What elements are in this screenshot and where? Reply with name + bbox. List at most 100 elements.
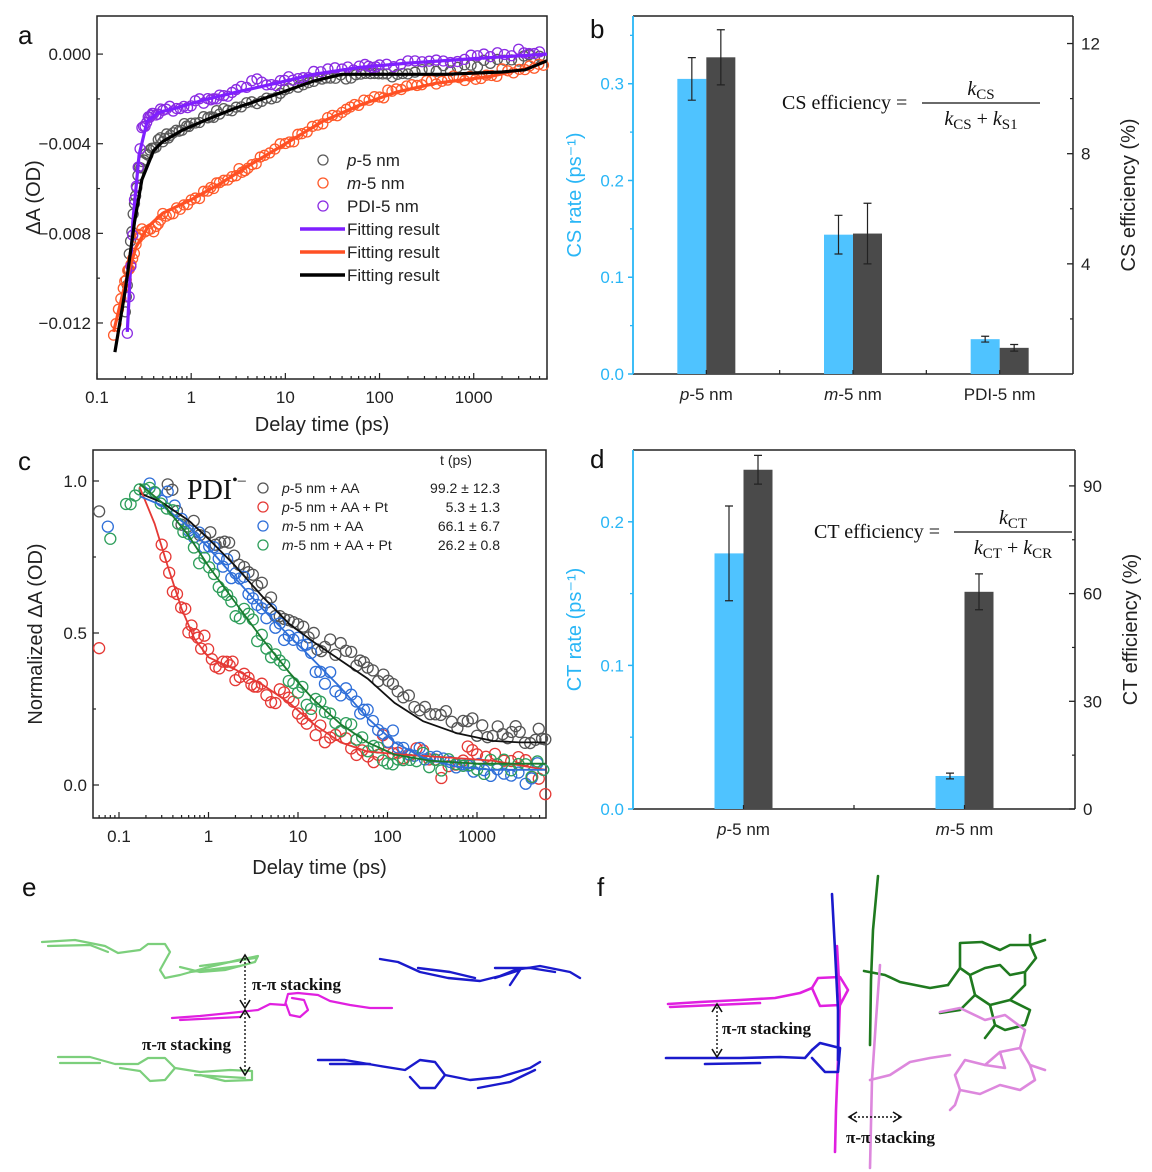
data-point xyxy=(345,718,358,731)
data-point xyxy=(471,50,484,62)
y-left-tick-label: 0.1 xyxy=(600,268,624,287)
data-point xyxy=(539,733,552,746)
data-point xyxy=(277,633,291,647)
y-right-tick-label: 30 xyxy=(1083,692,1102,711)
x-tick-label: 0.1 xyxy=(107,827,131,846)
data-point xyxy=(277,658,291,671)
label-text: -5 nm xyxy=(361,174,404,193)
y-tick-label: 1.0 xyxy=(63,472,87,491)
data-point xyxy=(269,648,282,661)
legend-tau-value: 26.2 ± 0.8 xyxy=(438,537,500,553)
data-point xyxy=(466,712,479,725)
data-point xyxy=(159,550,172,563)
data-point xyxy=(318,677,332,690)
panel-label-b: b xyxy=(590,14,604,44)
data-point xyxy=(322,63,334,75)
data-point xyxy=(471,61,484,73)
y-axis-label: Normalized ΔA (OD) xyxy=(25,543,47,724)
bar-efficiency xyxy=(743,469,773,809)
x-tick-label: 100 xyxy=(365,388,393,407)
y-left-tick-label: 0.0 xyxy=(600,365,624,384)
data-point xyxy=(513,725,526,739)
y-left-axis-label: CS rate (ps⁻¹) xyxy=(564,132,586,257)
label-text: PDI-5 nm xyxy=(347,197,419,216)
x-category-label: PDI-5 nm xyxy=(964,385,1036,404)
error-bar-rate xyxy=(834,214,843,255)
molecule-blue-horizontal xyxy=(664,892,842,1074)
legend-marker xyxy=(317,200,329,212)
data-point xyxy=(435,764,448,777)
molecule-green-bottom xyxy=(56,1055,254,1083)
data-point xyxy=(505,754,518,768)
bar-rate xyxy=(824,234,853,374)
data-point xyxy=(205,653,219,666)
x-axis-label: Delay time (ps) xyxy=(255,414,389,436)
arrowheads xyxy=(239,953,251,1077)
legend-label: Fitting result xyxy=(347,266,440,285)
legend-label: p-5 nm xyxy=(346,151,400,170)
y-left-tick-label: 0.0 xyxy=(600,800,624,819)
label-text: -5 nm + AA + Pt xyxy=(290,499,388,515)
label-italic: p xyxy=(281,499,290,515)
data-point xyxy=(512,750,525,764)
data-point xyxy=(251,634,264,648)
plus: + xyxy=(1002,537,1023,559)
bar-rate xyxy=(970,339,1000,374)
error-bar-efficiency xyxy=(863,202,872,265)
legend: t (ps)p-5 nm + AA 99.2 ± 12.3p-5 nm + AA … xyxy=(257,452,500,553)
legend-marker xyxy=(257,482,269,494)
data-point xyxy=(177,525,190,538)
chart-a-delta-a-kinetics: 0.1 1 10 100 1000 0.000 −0.004 −0.008 −0.012 Dela… xyxy=(23,15,550,436)
plot-frame xyxy=(92,449,547,819)
data-point xyxy=(258,149,271,161)
legend-marker xyxy=(257,539,269,551)
data-point xyxy=(339,644,353,657)
x-tick-label: 1000 xyxy=(458,827,496,846)
y-left-tick-label: 0.2 xyxy=(600,171,624,190)
arrowheads-horizontal xyxy=(847,1111,903,1123)
data-point xyxy=(484,769,497,783)
structure-f-stacking: π-π stacking π-π stacking xyxy=(664,874,1047,1170)
data-point xyxy=(308,65,320,78)
y-right-tick-label: 8 xyxy=(1081,145,1090,164)
data-point xyxy=(222,536,236,549)
data-point xyxy=(307,626,320,640)
data-point xyxy=(246,592,259,605)
k-symbol: k xyxy=(993,108,1003,130)
molecule-blue-bottom xyxy=(316,1058,542,1090)
legend-label: m-5 nm + AA + Pt xyxy=(282,537,392,553)
data-point xyxy=(397,691,410,704)
data-point xyxy=(309,728,322,742)
data-point xyxy=(170,587,184,601)
data-point xyxy=(283,136,296,148)
x-tick-label: 0.1 xyxy=(85,388,109,407)
subscript: CS xyxy=(953,117,971,133)
data-point xyxy=(227,549,241,562)
chart-c-normalized-kinetics: 0.1 1 10 100 1000 0.0 0.5 1.0 Delay time (ps) Nor… xyxy=(25,449,552,879)
subscript: CT xyxy=(1008,516,1027,532)
label-text: -5 nm + AA xyxy=(290,480,360,496)
label-italic: m xyxy=(936,820,950,839)
subscript: CT xyxy=(983,546,1002,562)
legend-label: m-5 nm + AA xyxy=(282,518,364,534)
data-point xyxy=(350,695,363,708)
data-point xyxy=(357,703,371,716)
molecule-pink-vertical xyxy=(868,963,1047,1170)
panel-label-a: a xyxy=(18,20,33,50)
y-right-tick-label: 4 xyxy=(1081,255,1090,274)
molecule-green-vertical xyxy=(862,874,1047,1047)
x-tick-label: 10 xyxy=(276,388,295,407)
label-italic: p xyxy=(346,151,356,170)
legend-label: m-5 nm xyxy=(347,174,405,193)
data-point xyxy=(179,602,192,615)
bar-efficiency xyxy=(999,347,1029,374)
data-point xyxy=(104,532,117,545)
data-point xyxy=(529,733,542,746)
legend-marker xyxy=(317,177,329,189)
fit-line xyxy=(138,486,546,771)
fit-line xyxy=(125,52,548,332)
plus: + xyxy=(972,108,993,130)
formula-lhs: CT efficiency = xyxy=(814,521,940,543)
data-point xyxy=(466,743,479,757)
